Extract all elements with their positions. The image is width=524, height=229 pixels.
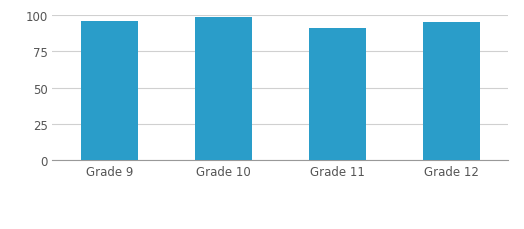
Bar — [195, 17, 252, 160]
Bar — [309, 29, 366, 160]
Bar — [81, 22, 138, 160]
Legend: Students: Students — [233, 227, 328, 229]
Bar — [423, 23, 480, 160]
